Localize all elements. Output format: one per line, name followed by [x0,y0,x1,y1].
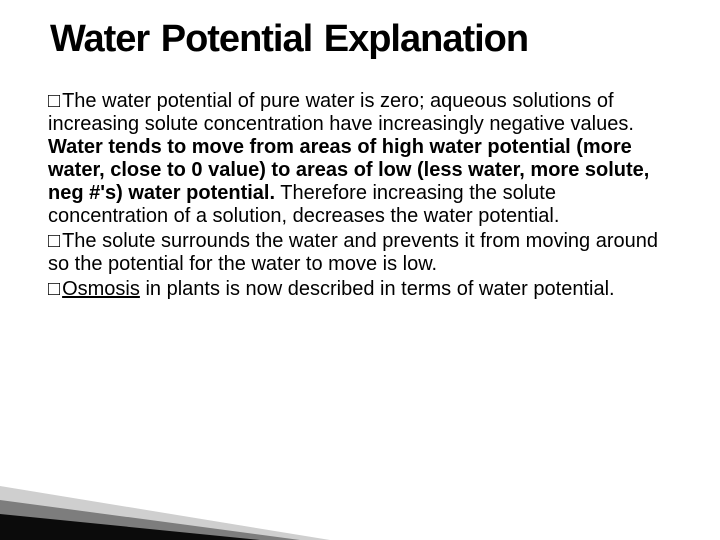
bullet-item-3: □Osmosis in plants is now described in t… [48,278,668,301]
bullet-text-seg1: water potential of pure water is zero; a… [48,90,634,135]
slide-body: □The water potential of pure water is ze… [48,90,668,303]
bullet-prefix: The [62,230,96,252]
bullet-icon: □ [48,230,60,253]
bullet-text-seg1: in plants is now described in terms of w… [140,278,615,300]
slide: Water Potential Explanation □The water p… [0,0,720,540]
decor-shape-med [0,500,300,540]
decor-shape-dark [0,514,260,540]
slide-title: Water Potential Explanation [50,18,528,61]
bullet-icon: □ [48,278,60,301]
bullet-prefix: The [62,90,96,112]
bullet-item-1: □The water potential of pure water is ze… [48,90,668,228]
decor-shape-light [0,486,330,540]
bullet-icon: □ [48,90,60,113]
corner-decor [0,452,340,540]
bullet-prefix-underlined: Osmosis [62,278,140,300]
bullet-text-seg1: solute surrounds the water and prevents … [48,230,658,275]
bullet-item-2: □The solute surrounds the water and prev… [48,230,668,276]
